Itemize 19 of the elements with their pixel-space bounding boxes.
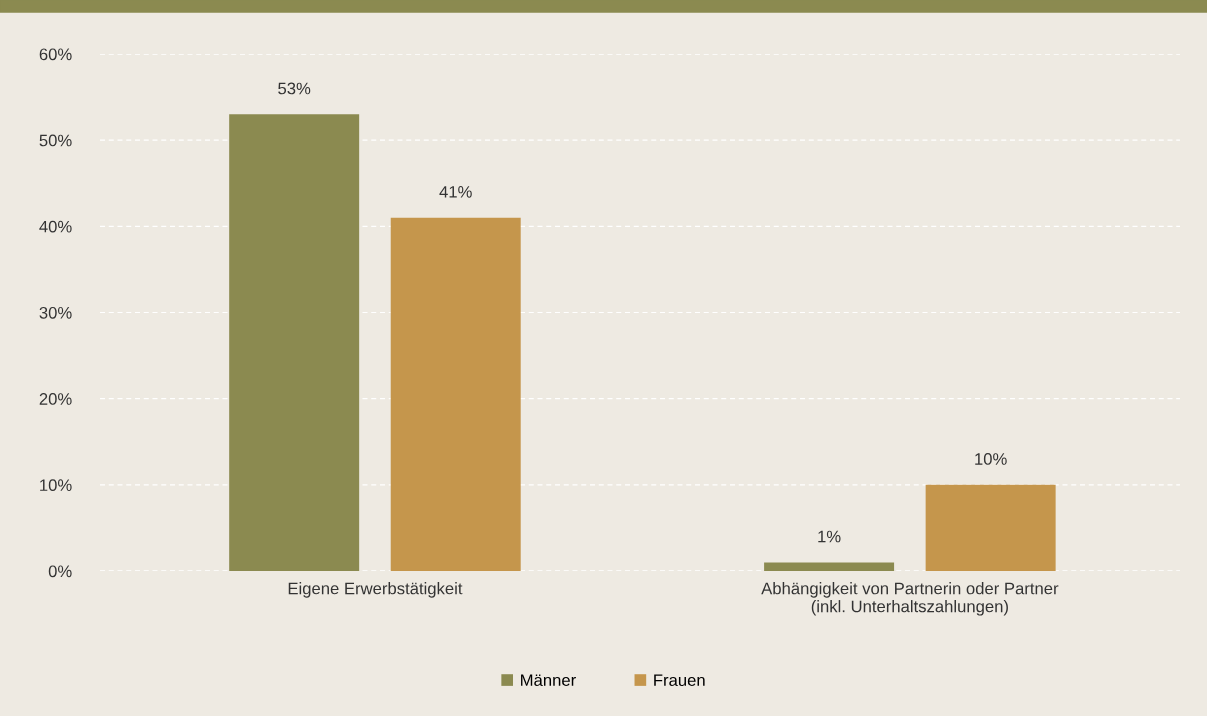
y-tick-label: 60% bbox=[39, 48, 72, 61]
y-tick-label: 40% bbox=[39, 220, 72, 233]
legend-label: Männer bbox=[521, 674, 576, 687]
data-label: 10% bbox=[975, 453, 1007, 465]
bar bbox=[390, 217, 521, 571]
bar bbox=[229, 114, 360, 571]
x-tick-label: Eigene Erwerbstätigkeit bbox=[288, 582, 463, 598]
bar bbox=[764, 562, 895, 571]
data-label: 53% bbox=[278, 82, 311, 95]
y-tick-label: 50% bbox=[39, 134, 72, 147]
y-tick-label: 20% bbox=[39, 393, 72, 405]
bar bbox=[925, 484, 1056, 571]
y-tick-label: 0% bbox=[48, 565, 72, 578]
y-tick-label: 10% bbox=[40, 479, 72, 492]
legend-label: Frauen bbox=[654, 674, 705, 687]
data-label: 41% bbox=[439, 186, 472, 198]
data-label: 1% bbox=[818, 530, 841, 543]
x-tick-label: Abhängigkeit von Partnerin oder Partner (inkl. Unterhaltszahlungen) bbox=[761, 582, 1059, 616]
y-tick-label: 30% bbox=[39, 306, 72, 319]
